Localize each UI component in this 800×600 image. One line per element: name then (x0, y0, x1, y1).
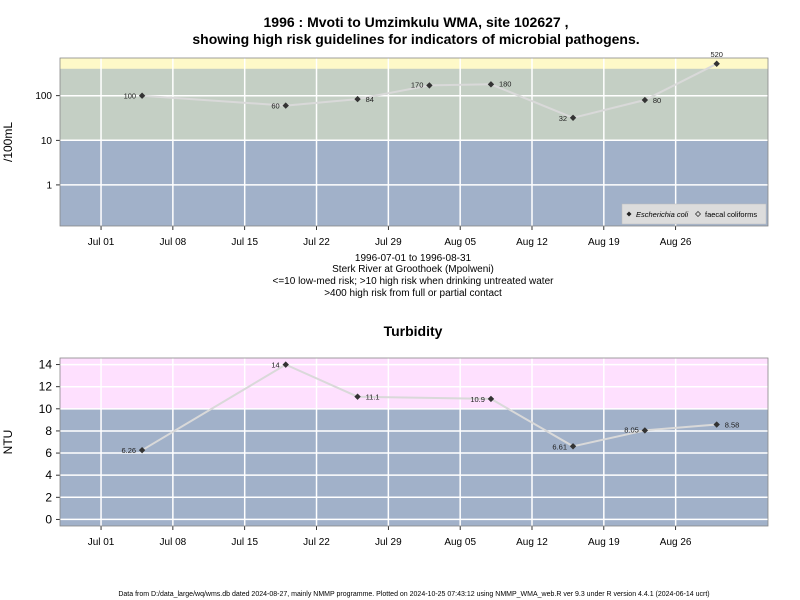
x-tick-label: Aug 05 (444, 237, 476, 248)
x-tick-label: Jul 15 (231, 237, 258, 248)
date-range-note: 1996-07-01 to 1996-08-31 (355, 253, 472, 264)
legend-label: Escherichia coli (636, 210, 688, 219)
y-tick-label: 10 (39, 402, 53, 416)
y-tick-label: 8 (45, 424, 52, 438)
data-point (426, 82, 433, 89)
figure-footer: Data from D:/data_large/wq/wms.db dated … (118, 591, 709, 598)
data-point (641, 96, 649, 104)
y-tick-label: 0 (45, 512, 52, 526)
legend-marker-filled (626, 211, 632, 217)
figure-title-line2: showing high risk guidelines for indicat… (192, 31, 639, 47)
data-point (354, 95, 361, 103)
data-label: 32 (559, 114, 567, 123)
risk-band-0 (60, 358, 768, 409)
data-label: 60 (271, 102, 279, 111)
data-label: 520 (710, 50, 723, 59)
data-point (641, 427, 649, 434)
y-tick-label: 100 (35, 91, 52, 102)
data-label: 100 (124, 92, 137, 101)
x-tick-label: Aug 05 (444, 537, 476, 548)
y-tick-label: 10 (41, 136, 53, 147)
plot-frame (59, 357, 769, 527)
y-tick-label: 12 (39, 380, 53, 394)
data-point (487, 395, 495, 403)
y-tick-label: 1 (46, 180, 52, 191)
data-point (569, 443, 577, 450)
data-label: 6.61 (552, 442, 567, 451)
x-tick-label: Aug 12 (516, 237, 548, 248)
legend-label: faecal coliforms (705, 210, 757, 219)
y-axis-label: NTU (1, 430, 15, 455)
legend-marker-open (695, 211, 701, 217)
data-point (282, 102, 289, 109)
data-label: 11.1 (366, 393, 380, 402)
x-tick-label: Aug 26 (660, 237, 692, 248)
data-point (569, 114, 577, 121)
ecoli-chart-notes: 1996-07-01 to 1996-08-31 Sterk River at … (273, 253, 555, 299)
x-tick-label: Aug 12 (516, 537, 548, 548)
legend-box (621, 203, 767, 225)
x-tick-label: Jul 08 (160, 237, 187, 248)
ecoli-chart: Jul 01 Jul 08 Jul 15 Jul 22 Jul 29 Aug 05 Aug … (1, 50, 769, 248)
data-point (713, 60, 720, 67)
figure-title-line1: 1996 : Mvoti to Umzimkulu WMA, site 1026… (264, 14, 569, 30)
data-label: 170 (411, 80, 424, 89)
turbidity-chart: Jul 01 Jul 08 Jul 15 Jul 22 Jul 29 Aug 05 Aug … (1, 357, 769, 548)
y-tick-label: 14 (39, 358, 53, 372)
data-label: 80 (653, 96, 661, 105)
data-point (713, 421, 720, 428)
data-point (354, 393, 361, 400)
y-axis-label: /100mL (1, 122, 15, 162)
data-label: 84 (366, 95, 374, 104)
data-label: 8.58 (725, 421, 740, 430)
x-tick-label: Jul 29 (375, 237, 402, 248)
data-point (138, 446, 146, 454)
x-tick-label: Aug 19 (588, 237, 620, 248)
x-tick-label: Aug 19 (588, 537, 620, 548)
y-tick-label: 2 (45, 490, 52, 504)
data-point (487, 81, 495, 88)
x-tick-label: Jul 08 (160, 537, 187, 548)
plot-frame (59, 57, 769, 227)
series-line (142, 62, 718, 119)
risk-band-0 (60, 68, 768, 141)
x-tick-label: Jul 15 (231, 537, 258, 548)
turbidity-chart-title: Turbidity (384, 323, 443, 339)
data-label: 14 (271, 361, 279, 370)
risk-band-1 (60, 58, 768, 69)
data-label: 180 (499, 79, 512, 88)
data-point (138, 92, 146, 99)
x-tick-label: Aug 26 (660, 537, 692, 548)
contact-risk-note: >400 high risk from full or partial cont… (324, 288, 502, 299)
x-tick-label: Jul 22 (303, 537, 330, 548)
data-label: 8.05 (624, 425, 639, 434)
drinking-risk-note: <=10 low-med risk; >10 high risk when dr… (273, 276, 555, 287)
data-point (282, 361, 289, 368)
y-tick-label: 6 (45, 446, 52, 460)
legend: Escherichia coli faecal coliforms (621, 203, 767, 225)
y-tick-label: 4 (45, 468, 52, 482)
x-tick-label: Jul 22 (303, 237, 330, 248)
site-name-note: Sterk River at Groothoek (Mpolweni) (332, 264, 494, 275)
data-label: 10.9 (470, 395, 485, 404)
data-label: 6.26 (121, 446, 136, 455)
x-tick-label: Jul 01 (88, 237, 115, 248)
x-tick-label: Jul 01 (88, 537, 115, 548)
x-tick-label: Jul 29 (375, 537, 402, 548)
